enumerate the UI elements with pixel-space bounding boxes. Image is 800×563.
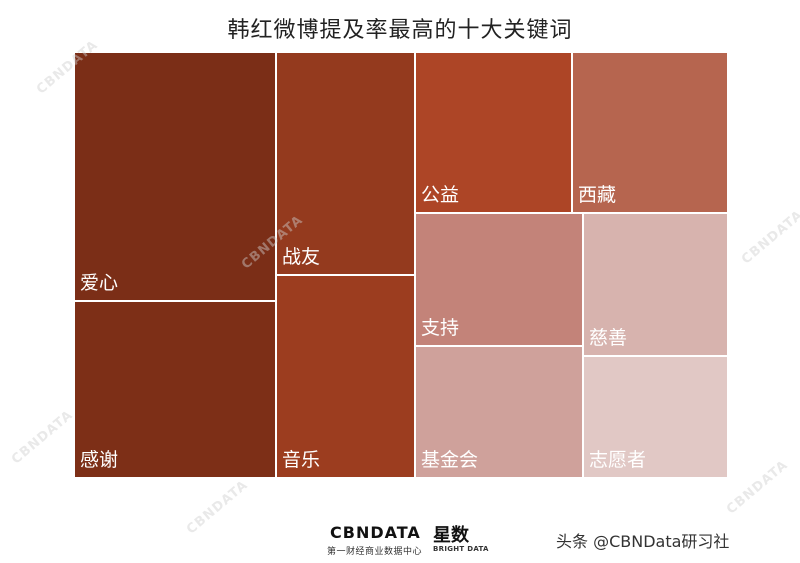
- treemap-label-aixin: 爱心: [80, 272, 118, 294]
- treemap-tile-aixin: [73, 51, 277, 302]
- treemap-label-cishan: 慈善: [589, 327, 627, 349]
- bright-data-logo: 星数: [433, 525, 469, 546]
- treemap-tile-zhanyou: [275, 51, 416, 276]
- treemap-tile-yinyue: [275, 274, 416, 479]
- treemap-tile-xizang: [571, 51, 729, 214]
- treemap-label-zhichi: 支持: [421, 317, 459, 339]
- treemap-label-zhiyuanzhe: 志愿者: [589, 449, 646, 471]
- treemap-label-jijinhui: 基金会: [421, 449, 478, 471]
- source-attribution: 头条 @CBNData研习社: [556, 532, 730, 551]
- treemap-label-gongyi: 公益: [421, 184, 459, 206]
- treemap-label-yinyue: 音乐: [282, 449, 320, 471]
- treemap-tile-ganxie: [73, 300, 277, 479]
- chart-title: 韩红微博提及率最高的十大关键词: [227, 18, 573, 43]
- cbndata-logo: CBNDATA: [330, 523, 421, 542]
- treemap-tile-zhiyuanzhe: [582, 355, 729, 479]
- footer: CBNDATA 第一财经商业数据中心 星数 BRIGHT DATA 头条 @CB…: [0, 520, 800, 560]
- treemap-label-ganxie: 感谢: [80, 449, 118, 471]
- bright-data-logo-subtitle: BRIGHT DATA: [433, 545, 489, 553]
- treemap-tile-jijinhui: [414, 345, 584, 479]
- treemap-label-xizang: 西藏: [578, 184, 616, 206]
- treemap-label-zhanyou: 战友: [282, 246, 320, 268]
- treemap-tile-gongyi: [414, 51, 573, 214]
- cbndata-logo-subtitle: 第一财经商业数据中心: [327, 547, 423, 557]
